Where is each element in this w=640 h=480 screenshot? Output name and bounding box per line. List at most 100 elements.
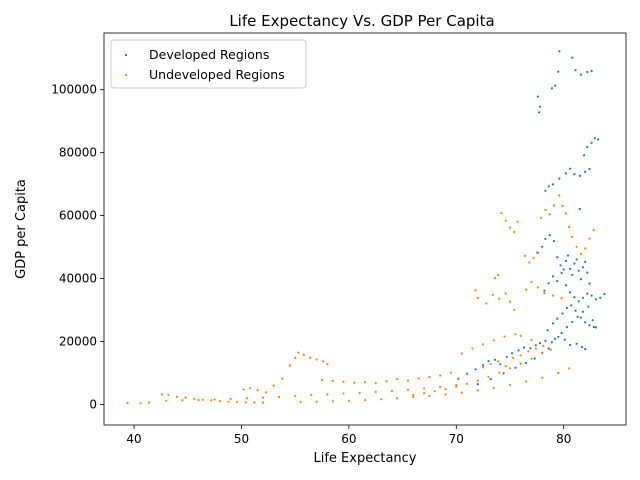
data-point-developed <box>569 167 572 170</box>
data-point-undeveloped <box>126 401 129 405</box>
data-point-undeveloped <box>465 382 469 385</box>
data-point-undeveloped <box>439 374 442 377</box>
data-point-undeveloped <box>265 391 268 394</box>
data-point-developed <box>590 141 593 144</box>
y-axis-label: GDP per Capita <box>14 179 29 279</box>
data-point-developed <box>565 306 569 309</box>
data-point-developed <box>579 73 583 76</box>
data-point-developed <box>586 271 589 274</box>
data-point-undeveloped <box>342 380 345 383</box>
data-point-developed <box>603 292 606 296</box>
data-point-developed <box>566 254 570 257</box>
data-point-developed <box>539 105 542 108</box>
data-point-developed <box>581 266 585 269</box>
data-point-developed <box>573 296 576 299</box>
data-point-undeveloped <box>160 393 164 396</box>
data-point-developed <box>559 264 562 267</box>
data-point-developed <box>583 154 586 157</box>
data-point-undeveloped <box>218 400 222 403</box>
data-point-developed <box>544 237 547 240</box>
data-point-developed <box>502 372 505 375</box>
plot-area <box>104 33 626 425</box>
data-point-developed <box>579 316 583 319</box>
data-point-developed <box>575 342 578 345</box>
data-point-developed <box>560 332 563 335</box>
data-point-developed <box>556 256 559 259</box>
data-point-undeveloped <box>519 334 522 337</box>
legend-marker-undeveloped <box>124 73 128 77</box>
data-point-developed <box>517 349 520 352</box>
data-point-developed <box>584 260 587 263</box>
data-point-developed <box>551 275 555 278</box>
data-point-developed <box>576 315 579 318</box>
data-point-undeveloped <box>487 375 490 378</box>
data-point-developed <box>569 267 572 270</box>
data-point-undeveloped <box>508 367 512 370</box>
data-point-undeveloped <box>326 363 329 366</box>
data-point-undeveloped <box>568 367 571 370</box>
data-point-undeveloped <box>272 384 275 387</box>
data-point-developed <box>590 70 593 73</box>
data-point-undeveloped <box>406 388 410 391</box>
chart-title: Life Expectancy Vs. GDP Per Capita <box>229 12 494 30</box>
data-point-undeveloped <box>460 352 463 355</box>
data-point-developed <box>534 344 537 347</box>
data-point-undeveloped <box>326 393 329 396</box>
data-point-developed <box>591 319 594 322</box>
data-point-developed <box>550 87 554 90</box>
data-point-developed <box>597 138 600 141</box>
data-point-developed <box>570 304 573 307</box>
data-point-undeveloped <box>561 204 564 207</box>
data-point-undeveloped <box>491 293 494 297</box>
data-point-developed <box>457 377 460 380</box>
data-point-developed <box>499 363 502 366</box>
data-point-undeveloped <box>302 353 305 356</box>
data-point-undeveloped <box>519 354 522 357</box>
y-tick-label: 100000 <box>51 83 97 97</box>
data-point-undeveloped <box>353 381 356 384</box>
data-point-undeveloped <box>497 360 500 363</box>
data-point-undeveloped <box>412 394 415 397</box>
data-point-undeveloped <box>380 398 383 401</box>
legend: Developed Regions Undeveloped Regions <box>110 39 307 89</box>
data-point-undeveloped <box>374 382 377 385</box>
data-point-undeveloped <box>497 274 500 277</box>
data-point-undeveloped <box>540 216 543 219</box>
data-point-undeveloped <box>374 390 377 393</box>
data-point-developed <box>573 173 576 176</box>
x-tick-label: 70 <box>449 432 464 446</box>
data-point-undeveloped <box>474 289 477 292</box>
data-point-undeveloped <box>167 393 170 396</box>
data-point-undeveloped <box>449 371 452 374</box>
data-point-undeveloped <box>532 257 535 260</box>
data-point-developed <box>558 50 561 53</box>
data-point-developed <box>554 84 557 87</box>
data-point-undeveloped <box>512 356 515 359</box>
data-point-developed <box>543 289 546 292</box>
data-point-developed <box>599 296 602 299</box>
data-point-undeveloped <box>417 377 420 380</box>
data-point-developed <box>577 269 580 272</box>
data-point-developed <box>525 361 528 365</box>
data-point-undeveloped <box>460 391 463 394</box>
data-point-undeveloped <box>498 297 501 300</box>
data-point-undeveloped <box>244 401 247 404</box>
data-point-undeveloped <box>584 247 587 250</box>
data-point-undeveloped <box>181 399 184 402</box>
data-point-undeveloped <box>560 297 563 300</box>
data-point-developed <box>578 174 581 177</box>
data-point-undeveloped <box>455 383 458 387</box>
points-layer <box>126 50 606 405</box>
x-tick-label: 40 <box>126 432 141 446</box>
data-point-undeveloped <box>525 380 528 383</box>
data-point-undeveloped <box>592 229 595 232</box>
data-point-developed <box>565 326 569 329</box>
data-point-developed <box>505 355 508 359</box>
data-point-developed <box>541 245 544 248</box>
data-point-undeveloped <box>310 394 313 397</box>
data-point-undeveloped <box>256 389 259 392</box>
data-point-undeveloped <box>396 397 399 400</box>
data-point-undeveloped <box>261 401 265 404</box>
data-point-undeveloped <box>444 388 447 391</box>
data-point-undeveloped <box>423 387 426 390</box>
